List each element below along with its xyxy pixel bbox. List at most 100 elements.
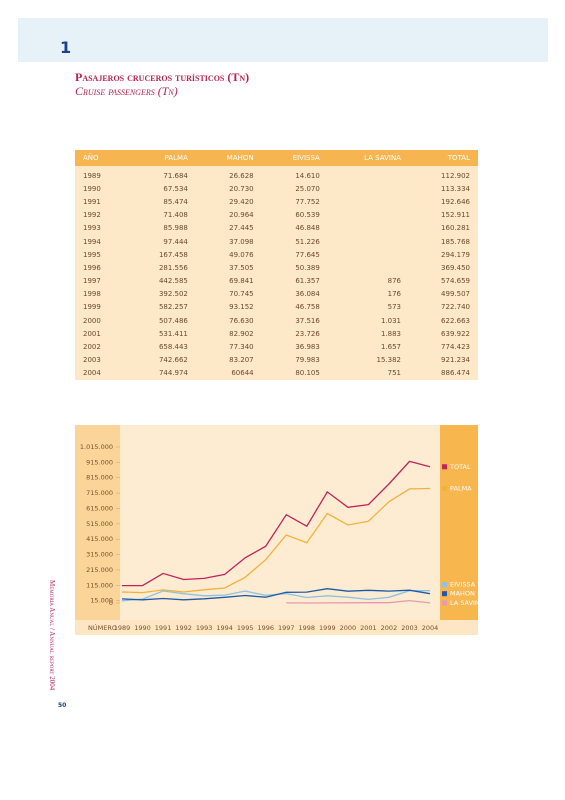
table-cell: 50.389 — [261, 261, 328, 275]
table-cell: 1992 — [75, 208, 127, 222]
table-cell: 1991 — [75, 195, 127, 209]
table-row: 1995 167.458 49.076 77.645 294.179 — [75, 248, 478, 262]
table-cell: 69.841 — [195, 274, 262, 288]
y-tick-label: 715.000 — [86, 489, 113, 497]
table-cell: 25.070 — [261, 182, 328, 196]
table-cell: 744.974 — [126, 366, 196, 380]
table-cell: 369.450 — [408, 261, 478, 275]
table-cell: 876 — [327, 274, 409, 288]
x-tick-label: 1992 — [175, 624, 192, 632]
table-cell: 2002 — [75, 340, 127, 354]
table-cell: 26.628 — [195, 166, 262, 183]
x-tick-label: 1996 — [257, 624, 274, 632]
table-cell: 2000 — [75, 314, 127, 328]
table-cell: 1997 — [75, 274, 127, 288]
column-header: TOTAL — [408, 150, 478, 166]
table-cell: 46.758 — [261, 300, 328, 315]
table-cell: 1996 — [75, 261, 127, 275]
legend-label: MAHON — [450, 590, 475, 598]
table-cell: 1989 — [75, 166, 127, 183]
x-axis-label: NÚMERO — [88, 623, 117, 632]
x-tick-label: 1991 — [155, 624, 172, 632]
y-tick-label: 615.000 — [86, 504, 113, 512]
table-cell: 1.883 — [327, 327, 409, 341]
legend-swatch — [442, 464, 447, 470]
table-cell: 192.646 — [408, 195, 478, 209]
table-cell: 112.902 — [408, 166, 478, 183]
y-tick-label: 415.000 — [86, 535, 113, 543]
table-cell: 658.443 — [126, 340, 196, 354]
table-row: 1993 85.988 27.445 46.848 160.281 — [75, 221, 478, 235]
y-tick-label: 815.000 — [86, 474, 113, 482]
y-tick-label: 1.015.000 — [80, 443, 113, 451]
table-cell: 160.281 — [408, 221, 478, 235]
x-tick-label: 2002 — [381, 624, 398, 632]
table-row: 1992 71.408 20.964 60.539 152.911 — [75, 208, 478, 222]
column-header: EIVISSA — [261, 150, 328, 166]
table-cell: 70.745 — [195, 287, 262, 301]
table-cell: 573 — [327, 300, 409, 315]
table-cell: 93.152 — [195, 300, 262, 315]
table-row: 2000 507.486 76.630 37.516 1.031 622.663 — [75, 314, 478, 328]
table-cell: 36.084 — [261, 287, 328, 301]
legend-swatch — [442, 600, 447, 606]
x-tick-label: 1999 — [319, 624, 336, 632]
table-cell: 113.334 — [408, 182, 478, 196]
series-line — [121, 588, 431, 601]
table-cell: 46.848 — [261, 221, 328, 235]
series-line — [121, 487, 431, 594]
table-row: 1991 85.474 29.420 77.752 192.646 — [75, 195, 478, 209]
table-cell: 574.659 — [408, 274, 478, 288]
x-tick-label: 1995 — [237, 624, 254, 632]
column-header: AÑO — [75, 150, 127, 166]
x-tick-label: 1990 — [134, 624, 151, 632]
table-cell: 67.534 — [126, 182, 196, 196]
table-cell: 392.502 — [126, 287, 196, 301]
table-cell: 281.556 — [126, 261, 196, 275]
y-tick-label: 15.000 — [90, 597, 113, 605]
table-cell: 294.179 — [408, 248, 478, 262]
table-row: 1998 392.502 70.745 36.084 176 499.507 — [75, 287, 478, 301]
side-note: Memoria Anual / Annual report 2004 — [48, 580, 56, 691]
x-tick-label: 1997 — [278, 624, 295, 632]
table-cell: 15.382 — [327, 353, 409, 367]
table-cell: 442.585 — [126, 274, 196, 288]
table-row: 1997 442.585 69.841 61.357 876 574.659 — [75, 274, 478, 288]
legend-swatch — [442, 582, 447, 588]
table-row: 1996 281.556 37.505 50.389 369.450 — [75, 261, 478, 275]
table-cell: 1998 — [75, 287, 127, 301]
table-cell: 499.507 — [408, 287, 478, 301]
x-tick-label: 1993 — [196, 624, 213, 632]
table-cell: 639.922 — [408, 327, 478, 341]
table-cell: 2003 — [75, 353, 127, 367]
legend-label: EIVISSA — [450, 581, 476, 589]
table-cell: 886.474 — [408, 366, 478, 380]
page-number: 50 — [58, 702, 67, 709]
section-number: 1 — [60, 38, 72, 57]
table-cell: 742.662 — [126, 353, 196, 367]
table-cell: 167.458 — [126, 248, 196, 262]
table-row: 2004 744.974 60644 80.105 751 886.474 — [75, 366, 478, 380]
y-tick-label: 215.000 — [86, 566, 113, 574]
table-cell: 185.768 — [408, 234, 478, 249]
x-tick-label: 1994 — [216, 624, 233, 632]
table-row: 1999 582.257 93.152 46.758 573 722.740 — [75, 300, 478, 315]
table-cell: 531.411 — [126, 327, 196, 341]
table-cell: 82.902 — [195, 327, 262, 341]
x-tick-label: 2001 — [360, 624, 377, 632]
table-cell: 1.031 — [327, 314, 409, 328]
table-row: 1989 71.684 26.628 14.610 112.902 — [75, 166, 478, 183]
x-tick-label: 2003 — [401, 624, 418, 632]
x-tick-label: 2000 — [340, 624, 357, 632]
table-row: 1994 97.444 37.098 51.226 185.768 — [75, 234, 478, 249]
table-cell: 37.516 — [261, 314, 328, 328]
table-cell: 507.486 — [126, 314, 196, 328]
table-row: 2001 531.411 82.902 23.726 1.883 639.922 — [75, 327, 478, 341]
series-line — [122, 460, 431, 587]
x-tick-label: 2004 — [422, 624, 439, 632]
y-tick-label: 115.000 — [86, 581, 113, 589]
table-cell: 20.730 — [195, 182, 262, 196]
table-cell: 36.983 — [261, 340, 328, 354]
table-cell: 85.474 — [126, 195, 196, 209]
